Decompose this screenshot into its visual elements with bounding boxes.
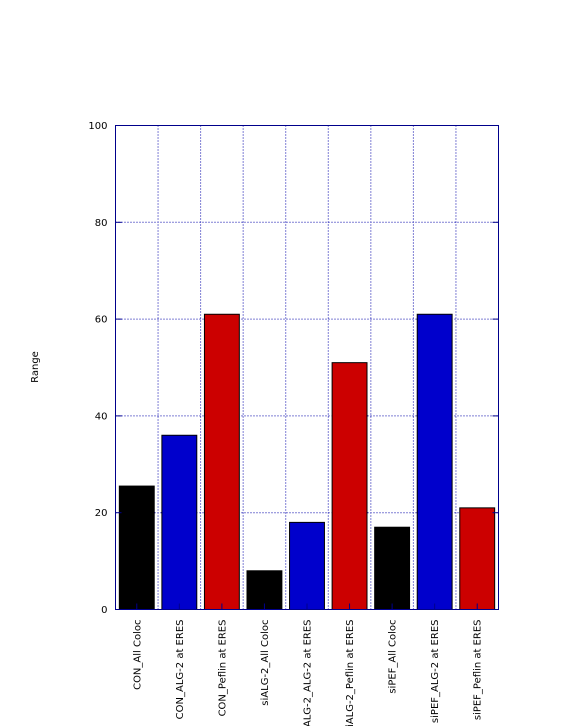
x-tick-label: siPEF_Peflin at ERES: [473, 620, 484, 721]
bars: [118, 313, 496, 611]
x-tick-label: CON_ALG-2 at ERES: [175, 620, 186, 720]
x-tick-label: CON_Peflin at ERES: [217, 620, 228, 717]
bar: [331, 362, 368, 610]
x-tick-label: siALG-2_ALG-2 at ERES: [303, 620, 314, 726]
bar: [203, 313, 240, 610]
y-axis-ticks: 0 20 40 60 80 100: [88, 121, 499, 616]
x-tick-label: siALG-2_Peflin at ERES: [345, 620, 356, 726]
x-axis-ticks: CON_All Coloc CON_ALG-2 at ERES CON_Peflin…: [132, 603, 484, 726]
y-tick-label: 100: [88, 121, 107, 132]
y-tick-label: 20: [95, 508, 108, 519]
y-axis-title: Range: [30, 351, 41, 383]
y-tick-label: 80: [95, 218, 108, 229]
x-tick-label: siPEF_ALG-2 at ERES: [430, 620, 441, 724]
bar: [118, 485, 155, 610]
bar: [374, 526, 411, 610]
y-tick-label: 40: [95, 411, 108, 422]
y-tick-label: 60: [95, 315, 108, 326]
bar: [289, 521, 325, 611]
x-tick-label: siALG-2_All Coloc: [260, 620, 271, 706]
y-tick-label: 0: [101, 605, 107, 616]
bar: [416, 313, 453, 610]
x-tick-label: siPEF_All Coloc: [388, 620, 399, 694]
bar: [161, 434, 198, 611]
x-tick-label: CON_All Coloc: [132, 620, 143, 690]
bar: [459, 507, 496, 610]
